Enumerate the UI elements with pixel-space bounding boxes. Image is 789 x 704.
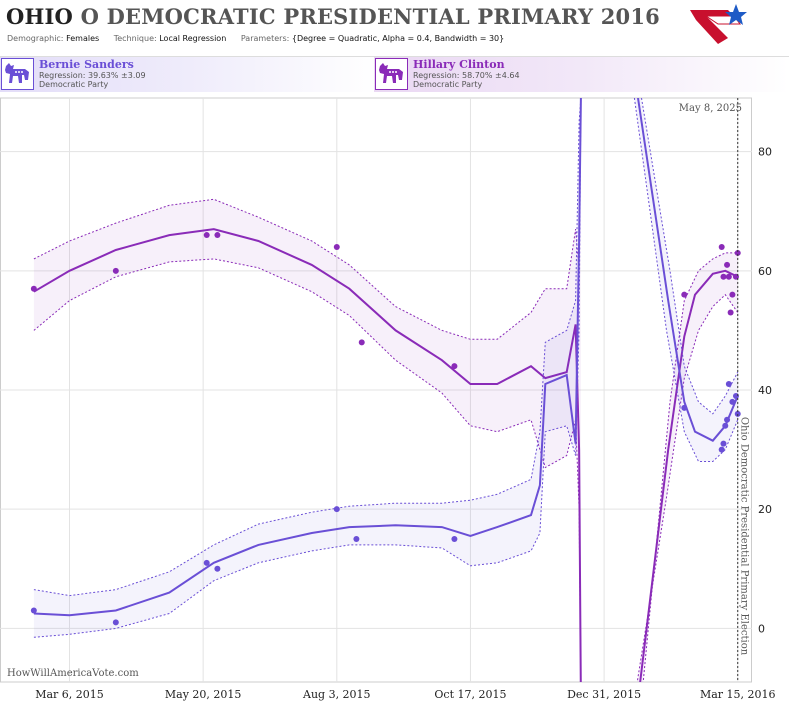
bernie-sanders-poll-point bbox=[729, 398, 736, 405]
candidate-regression: Regression: 39.63% ±3.09 bbox=[39, 71, 146, 80]
hillary-clinton-poll-point bbox=[718, 243, 725, 250]
technique-label: Technique: bbox=[113, 34, 157, 43]
bernie-sanders-poll-point bbox=[214, 565, 221, 572]
x-tick-label: Oct 17, 2015 bbox=[434, 688, 506, 701]
y-tick-label: 60 bbox=[758, 265, 772, 278]
candidate-name: Hillary Clinton bbox=[413, 58, 505, 71]
hillary-clinton-poll-point bbox=[203, 232, 210, 239]
bernie-sanders-poll-point bbox=[720, 440, 727, 447]
candidate-card-sanders: Bernie Sanders Regression: 39.63% ±3.09 … bbox=[0, 56, 378, 92]
bernie-sanders-poll-point bbox=[722, 422, 729, 429]
bernie-sanders-poll-point bbox=[724, 416, 731, 423]
hillary-clinton-poll-point bbox=[725, 273, 732, 280]
title-text: O DEMOCRATIC PRESIDENTIAL PRIMARY 2016 bbox=[80, 4, 660, 29]
x-tick-label: May 20, 2015 bbox=[165, 688, 242, 701]
donkey-icon bbox=[375, 58, 408, 90]
candidate-regression: Regression: 58.70% ±4.64 bbox=[413, 71, 520, 80]
bernie-sanders-poll-point bbox=[725, 381, 732, 388]
y-tick-label: 0 bbox=[758, 622, 765, 635]
hillary-clinton-poll-point bbox=[681, 291, 688, 298]
hillary-clinton-poll-point bbox=[729, 291, 736, 298]
demographic-value: Females bbox=[66, 34, 100, 43]
hillary-clinton-band-edge bbox=[33, 258, 582, 682]
hillary-clinton-poll-point bbox=[720, 273, 727, 280]
candidate-party: Democratic Party bbox=[413, 80, 483, 89]
hillary-clinton-regression-line bbox=[33, 228, 582, 682]
hillary-clinton-poll-point bbox=[333, 243, 340, 250]
bernie-sanders-poll-point bbox=[203, 559, 210, 566]
hillary-clinton-poll-point bbox=[451, 363, 458, 370]
y-tick-label: 80 bbox=[758, 146, 772, 159]
bernie-sanders-regression-line bbox=[33, 98, 582, 617]
hillary-clinton-poll-point bbox=[727, 309, 734, 316]
bernie-sanders-poll-point bbox=[353, 535, 360, 542]
bernie-sanders-confidence-band bbox=[33, 98, 581, 638]
state-name: OHIO bbox=[6, 4, 74, 29]
bernie-sanders-poll-point bbox=[30, 607, 37, 614]
election-label: Ohio Democratic Presidential Primary Ele… bbox=[739, 417, 750, 656]
bernie-sanders-poll-point bbox=[112, 619, 119, 626]
donkey-icon bbox=[1, 58, 34, 90]
parameters-label: Parameters: bbox=[240, 34, 290, 43]
hillary-clinton-poll-point bbox=[358, 339, 365, 346]
hillary-clinton-poll-point bbox=[214, 232, 221, 239]
x-tick-label: Aug 3, 2015 bbox=[302, 688, 371, 701]
bernie-sanders-poll-point bbox=[718, 446, 725, 453]
page-title: OHIO O DEMOCRATIC PRESIDENTIAL PRIMARY 2… bbox=[6, 4, 660, 29]
y-tick-label: 20 bbox=[758, 503, 772, 516]
hillary-clinton-confidence-band bbox=[33, 98, 581, 682]
hillary-clinton-band-edge bbox=[636, 293, 739, 682]
hillary-clinton-poll-point bbox=[724, 261, 731, 268]
x-tick-label: Mar 15, 2016 bbox=[700, 688, 776, 701]
site-logo bbox=[688, 2, 748, 46]
hillary-clinton-regression-line-late bbox=[639, 269, 739, 682]
x-tick-label: Mar 6, 2015 bbox=[35, 688, 104, 701]
hillary-clinton-band-edge bbox=[33, 98, 582, 340]
y-tick-label: 40 bbox=[758, 384, 772, 397]
plot-area bbox=[30, 98, 741, 682]
regression-chart: 0 20 40 60 80 Mar 6, 2015 May 20, 2015 Aug 3, 2… bbox=[0, 97, 776, 701]
parameters-value: {Degree = Quadratic, Alpha = 0.4, Bandwi… bbox=[291, 34, 505, 43]
candidate-party: Democratic Party bbox=[39, 80, 109, 89]
hillary-clinton-poll-point bbox=[30, 285, 37, 292]
x-tick-label: Dec 31, 2015 bbox=[567, 688, 641, 701]
bernie-sanders-band-edge bbox=[33, 98, 582, 638]
bernie-sanders-poll-point bbox=[333, 506, 340, 513]
hillary-clinton-poll-point bbox=[734, 249, 741, 256]
hillary-clinton-poll-point bbox=[112, 267, 119, 274]
candidate-name: Bernie Sanders bbox=[39, 58, 134, 71]
bernie-sanders-poll-point bbox=[681, 404, 688, 411]
technique-value: Local Regression bbox=[159, 34, 227, 43]
bernie-sanders-poll-point bbox=[451, 535, 458, 542]
bernie-sanders-poll-point bbox=[734, 410, 741, 417]
demographic-label: Demographic: bbox=[7, 34, 64, 43]
watermark: HowWillAmericaVote.com bbox=[7, 668, 139, 679]
candidate-card-clinton: Hillary Clinton Regression: 58.70% ±4.64… bbox=[374, 56, 789, 92]
bernie-sanders-band-edge bbox=[33, 98, 582, 597]
parameters-line: Demographic: Females Technique: Local Re… bbox=[7, 34, 516, 43]
date-label: May 8, 2025 bbox=[679, 103, 742, 114]
